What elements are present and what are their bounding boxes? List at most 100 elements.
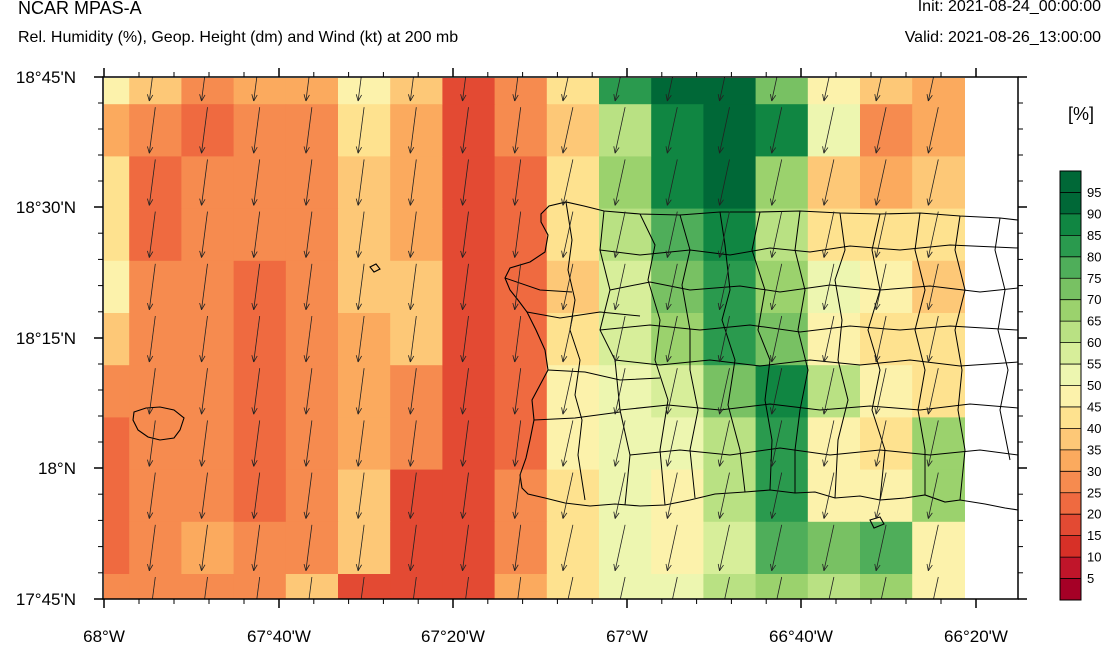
- colorbar-swatch: [1060, 535, 1081, 558]
- humidity-cell: [651, 78, 704, 105]
- humidity-cell: [233, 417, 287, 471]
- humidity-cell: [442, 417, 496, 471]
- wind-arrow: [199, 315, 208, 363]
- wind-arrow: [512, 472, 522, 519]
- colorbar-label: 5: [1087, 571, 1094, 586]
- wind-arrow: [613, 107, 626, 154]
- x-tick-label: 68°W: [83, 627, 125, 646]
- wind-arrow: [561, 315, 574, 363]
- y-tick-label: 18°15'N: [16, 329, 76, 348]
- colorbar-swatch: [1060, 342, 1081, 365]
- humidity-cell: [104, 78, 130, 105]
- humidity-cell: [442, 365, 496, 418]
- wind-arrow: [666, 629, 677, 647]
- wind-arrow: [926, 263, 939, 311]
- humidity-cell: [104, 260, 130, 314]
- wind-arrow: [147, 368, 156, 415]
- wind-arrow: [512, 368, 522, 415]
- x-tick-label: 67°20'W: [421, 627, 485, 646]
- humidity-cell: [703, 208, 757, 262]
- humidity-cell: [104, 417, 130, 471]
- colorbar-label: 10: [1087, 550, 1101, 565]
- wind-arrow: [355, 211, 365, 258]
- wind-arrow: [874, 472, 887, 519]
- wind-arrow: [926, 107, 939, 154]
- colorbar: 95 90 85 80 75 70 65 60 55 50 45 40 35 30 25 20 15 10 5: [1059, 170, 1101, 601]
- colorbar-swatch: [1060, 235, 1081, 258]
- colorbar-label: 95: [1087, 185, 1101, 200]
- wind-arrow: [355, 77, 362, 102]
- colorbar-swatch: [1060, 514, 1081, 536]
- wind-arrow: [822, 263, 835, 311]
- humidity-cell: [338, 313, 391, 366]
- humidity-cell: [181, 469, 235, 523]
- humidity-cell: [807, 469, 861, 523]
- humidity-cell: [285, 417, 339, 471]
- humidity-cell: [860, 626, 913, 647]
- wind-arrow: [822, 472, 835, 519]
- wind-arrow: [926, 420, 939, 467]
- wind-arrow: [460, 159, 469, 206]
- humidity-cell: [338, 78, 391, 105]
- humidity-cell: [651, 574, 704, 599]
- wind-arrow: [613, 472, 626, 519]
- wind-arrow: [926, 524, 939, 572]
- colorbar-swatch: [1060, 256, 1081, 279]
- colorbar-swatch: [1060, 492, 1081, 515]
- humidity-cell: [599, 417, 652, 471]
- wind-arrow: [355, 159, 365, 206]
- wind-arrow: [355, 524, 365, 572]
- wind-arrow: [303, 211, 313, 258]
- wind-arrow: [665, 315, 678, 363]
- wind-arrow: [147, 524, 156, 572]
- wind-arrow: [303, 77, 310, 102]
- wind-arrow: [770, 524, 783, 572]
- humidity-cell: [546, 156, 600, 210]
- wind-arrow: [874, 263, 887, 311]
- humidity-cell: [546, 208, 600, 262]
- humidity-cell: [494, 365, 548, 418]
- wind-arrow: [717, 472, 730, 519]
- colorbar-swatch: [1060, 171, 1081, 193]
- wind-arrow: [355, 472, 365, 519]
- wind-arrow: [717, 368, 730, 415]
- wind-arrow: [665, 368, 678, 415]
- wind-arrow: [355, 368, 365, 415]
- x-tick-label: 66°40'W: [769, 627, 833, 646]
- wind-arrow: [256, 576, 261, 599]
- wind-arrow: [770, 315, 783, 363]
- wind-arrow: [770, 77, 778, 102]
- humidity-cell: [860, 104, 913, 157]
- wind-arrow: [770, 472, 783, 519]
- humidity-cell: [338, 626, 391, 647]
- wind-arrow: [512, 315, 522, 363]
- wind-arrow: [513, 629, 521, 647]
- humidity-cell: [546, 78, 600, 105]
- colorbar-swatch: [1060, 299, 1081, 322]
- humidity-cell: [181, 626, 234, 647]
- humidity-cell: [338, 156, 391, 210]
- humidity-cell: [233, 521, 287, 575]
- wind-arrow: [874, 368, 887, 415]
- humidity-cell: [104, 104, 130, 157]
- humidity-cell: [651, 313, 704, 366]
- wind-arrow: [724, 576, 730, 599]
- humidity-cell: [860, 365, 913, 418]
- humidity-cell: [129, 469, 182, 523]
- humidity-cell: [233, 78, 287, 105]
- wind-arrow: [613, 420, 626, 467]
- humidity-cell: [181, 417, 235, 471]
- humidity-cell: [703, 417, 757, 471]
- wind-arrow: [356, 629, 364, 647]
- humidity-cell: [285, 78, 339, 105]
- wind-arrow: [408, 159, 417, 206]
- humidity-cell: [390, 156, 443, 210]
- wind-arrow: [355, 107, 365, 154]
- colorbar-label: 70: [1087, 292, 1101, 307]
- wind-arrow: [103, 576, 104, 581]
- colorbar-swatch: [1060, 364, 1081, 386]
- humidity-cell: [390, 313, 443, 366]
- wind-arrow: [561, 368, 574, 415]
- humidity-cell: [494, 313, 548, 366]
- wind-arrow: [874, 420, 887, 467]
